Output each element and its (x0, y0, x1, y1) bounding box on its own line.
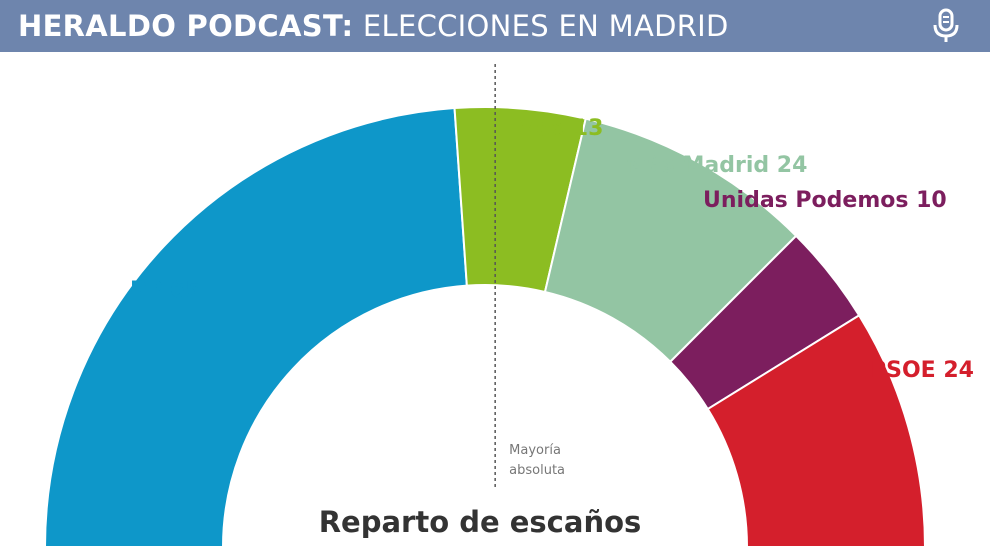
label-pp: PP 65 (130, 278, 201, 303)
chart-slices (43, 106, 927, 548)
chart-title: Reparto de escaños (319, 505, 642, 539)
chart-labels: PP 65 Vox 13 Más Madrid 24 Unidas Podemos 1… (130, 116, 974, 383)
header-title-light: ELECCIONES EN MADRID (353, 9, 729, 43)
parliament-chart: Mayoría absoluta Reparto de escaños PP 6… (43, 64, 974, 548)
label-unidas-podemos: Unidas Podemos 10 (703, 188, 947, 213)
majority-label-line1: Mayoría (509, 443, 561, 458)
label-vox: Vox 13 (520, 116, 603, 141)
label-mas-madrid: Más Madrid 24 (625, 153, 807, 178)
microphone-icon[interactable] (926, 6, 966, 46)
header-bar: HERALDO PODCAST: ELECCIONES EN MADRID (0, 0, 990, 52)
header-title-bold: HERALDO PODCAST: (18, 9, 354, 43)
majority-label-line2: absoluta (509, 463, 565, 478)
header-title: HERALDO PODCAST: ELECCIONES EN MADRID (18, 9, 729, 43)
label-psoe: PSOE 24 (870, 358, 974, 383)
slice-psoe (706, 313, 927, 548)
slice-pp (43, 106, 468, 548)
